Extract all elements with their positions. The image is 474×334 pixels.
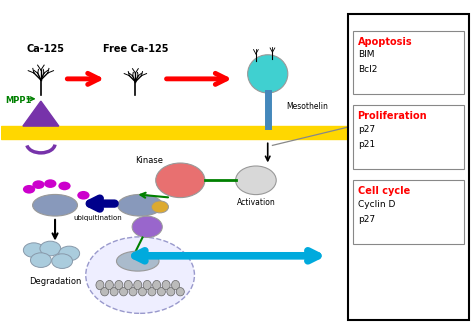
Ellipse shape	[143, 281, 151, 290]
Circle shape	[152, 201, 168, 213]
Ellipse shape	[167, 288, 175, 296]
Circle shape	[23, 185, 35, 194]
Circle shape	[236, 166, 276, 195]
Text: MPP1: MPP1	[5, 96, 32, 105]
Circle shape	[132, 216, 162, 237]
Ellipse shape	[176, 288, 184, 296]
Circle shape	[44, 179, 56, 188]
Ellipse shape	[110, 288, 118, 296]
Text: FOXO3A: FOXO3A	[120, 202, 152, 208]
Text: DKK1: DKK1	[243, 176, 269, 185]
FancyBboxPatch shape	[353, 31, 464, 94]
Text: FOXO3A: FOXO3A	[39, 202, 71, 208]
Text: FOXO3A: FOXO3A	[124, 259, 152, 264]
Text: Proliferation: Proliferation	[357, 112, 427, 122]
Ellipse shape	[118, 194, 163, 216]
Circle shape	[86, 237, 194, 313]
Text: P: P	[157, 202, 163, 211]
Circle shape	[52, 254, 73, 269]
Text: Activation: Activation	[237, 198, 275, 207]
Text: Mesothelin: Mesothelin	[287, 102, 328, 111]
Text: p27: p27	[358, 214, 375, 223]
Bar	[0, 126, 350, 139]
Circle shape	[30, 253, 51, 268]
Text: Cyclin D: Cyclin D	[358, 200, 396, 209]
Text: Cell cycle: Cell cycle	[357, 186, 410, 196]
Ellipse shape	[129, 288, 137, 296]
Text: Ca-125: Ca-125	[27, 44, 64, 54]
Circle shape	[59, 246, 80, 261]
Text: Kinase: Kinase	[136, 156, 164, 165]
Ellipse shape	[124, 281, 132, 290]
Ellipse shape	[134, 281, 142, 290]
Ellipse shape	[100, 288, 109, 296]
Ellipse shape	[153, 281, 161, 290]
Ellipse shape	[138, 288, 146, 296]
FancyBboxPatch shape	[353, 180, 464, 243]
Text: Apoptosis: Apoptosis	[357, 37, 412, 47]
Text: Bcl2: Bcl2	[358, 65, 378, 74]
FancyBboxPatch shape	[348, 14, 469, 320]
Text: BIM: BIM	[358, 50, 375, 59]
Circle shape	[77, 191, 90, 200]
Ellipse shape	[157, 288, 165, 296]
Text: Degradation: Degradation	[29, 277, 81, 286]
Ellipse shape	[105, 281, 113, 290]
Ellipse shape	[172, 281, 180, 290]
Ellipse shape	[119, 288, 128, 296]
Circle shape	[40, 241, 61, 256]
Polygon shape	[23, 101, 59, 126]
Circle shape	[156, 163, 205, 198]
Ellipse shape	[247, 55, 288, 93]
Ellipse shape	[115, 281, 123, 290]
Text: Free Ca-125: Free Ca-125	[103, 44, 168, 54]
Circle shape	[23, 243, 44, 258]
Text: p21: p21	[358, 140, 375, 149]
Text: p27: p27	[358, 125, 375, 134]
Ellipse shape	[148, 288, 156, 296]
Text: SGK3: SGK3	[167, 176, 194, 185]
Ellipse shape	[33, 194, 77, 216]
Ellipse shape	[96, 281, 104, 290]
Ellipse shape	[117, 251, 159, 271]
Ellipse shape	[162, 281, 170, 290]
Circle shape	[32, 180, 45, 189]
Circle shape	[58, 182, 71, 190]
Text: 14-3-3: 14-3-3	[137, 224, 157, 229]
Text: ubiquitination: ubiquitination	[73, 214, 122, 220]
FancyBboxPatch shape	[353, 106, 464, 169]
